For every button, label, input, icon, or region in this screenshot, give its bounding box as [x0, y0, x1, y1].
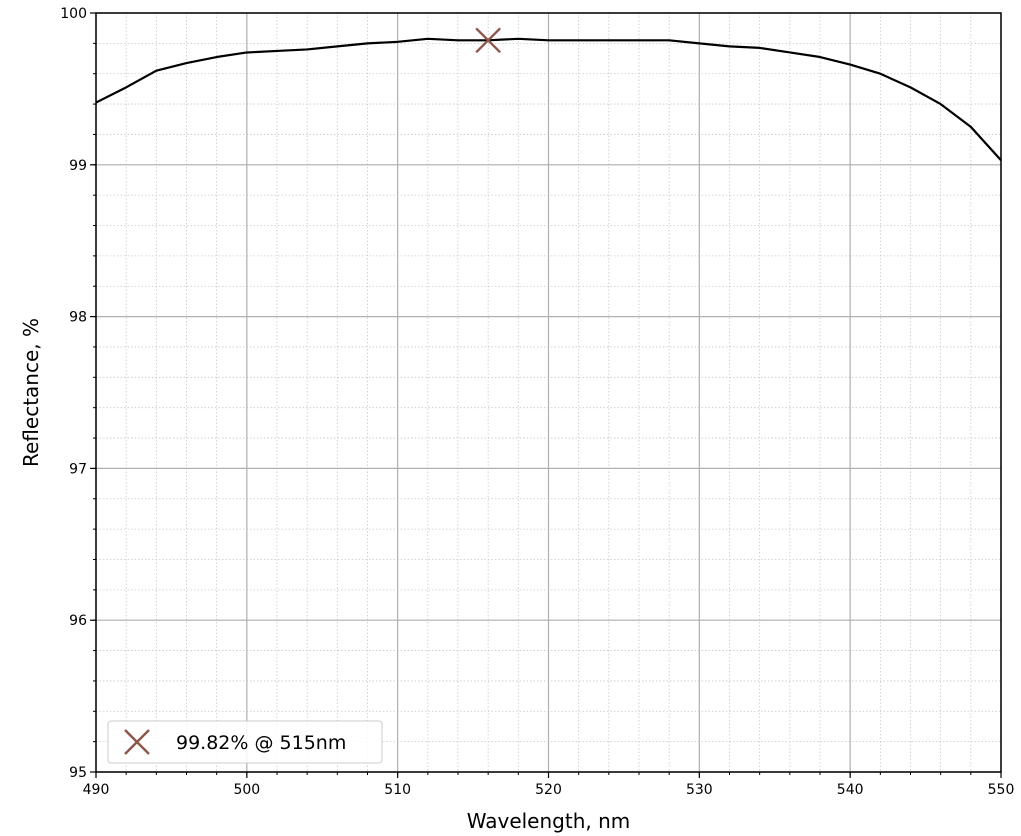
- x-tick-label: 490: [83, 782, 110, 798]
- x-axis-ticks: 490 500 510 520 530 540 550: [83, 772, 1015, 798]
- legend-marker-x-icon: [124, 729, 150, 755]
- max-point-x-marker: [475, 27, 502, 54]
- legend-label: 99.82% @ 515nm: [176, 732, 346, 754]
- y-tick-label: 96: [69, 613, 87, 629]
- x-tick-label: 540: [837, 782, 864, 798]
- x-tick-label: 520: [535, 782, 562, 798]
- series-line-0: [95, 37, 1002, 161]
- y-tick-label: 99: [69, 158, 87, 174]
- legend-box: [107, 720, 383, 764]
- series-group: [95, 37, 1002, 161]
- y-tick-label: 95: [69, 765, 87, 781]
- legend-marker-stroke: [124, 729, 150, 755]
- legend: 99.82% @ 515nm: [107, 720, 383, 764]
- major-grid: [95, 12, 1002, 773]
- y-axis-ticks: 95 96 97 98 99 100: [60, 6, 96, 781]
- x-tick-label: 550: [988, 782, 1015, 798]
- y-tick-label: 98: [69, 310, 87, 326]
- y-tick-label: 100: [60, 6, 87, 22]
- marker-stroke: [475, 27, 502, 54]
- x-tick-label: 500: [233, 782, 260, 798]
- y-axis-label: Reflectance, %: [19, 318, 43, 467]
- x-tick-label: 510: [384, 782, 411, 798]
- y-tick-label: 97: [69, 461, 87, 477]
- marker-group: [475, 27, 502, 54]
- x-axis-label: Wavelength, nm: [467, 809, 631, 833]
- x-tick-label: 530: [686, 782, 713, 798]
